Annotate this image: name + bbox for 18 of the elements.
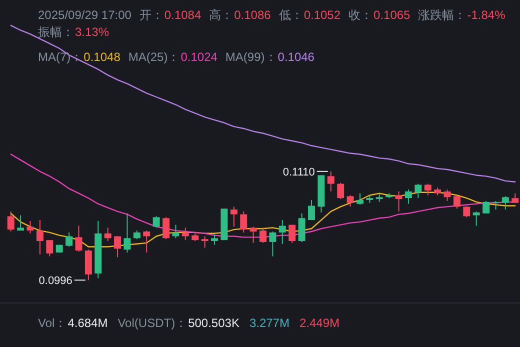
text: 3.277M <box>249 316 290 330</box>
text: MA(25)：0.1024 <box>128 50 218 64</box>
note: 0.1110 <box>282 166 328 178</box>
text: 振幅：3.13% <box>38 25 110 39</box>
text: MA(7)：0.1048 <box>38 50 121 64</box>
text: 高：0.1086 <box>209 8 272 22</box>
text: 收：0.1065 <box>348 8 411 22</box>
text: Vol(USDT)：500.503K <box>118 316 240 330</box>
text: 低：0.1052 <box>278 8 341 22</box>
annotation: 0.1110 <box>282 166 315 178</box>
text: 涨跌幅：-1.84% <box>418 8 506 22</box>
text: MA(99)：0.1046 <box>225 50 315 64</box>
text: 开：0.1084 <box>139 8 202 22</box>
annotation: 0.0996 <box>38 275 72 288</box>
text: 2025/09/29 17:00 <box>38 8 132 22</box>
text: Vol：4.684M <box>38 316 108 330</box>
note: 0.0996 <box>38 275 86 288</box>
text: 2.449M <box>299 316 340 330</box>
